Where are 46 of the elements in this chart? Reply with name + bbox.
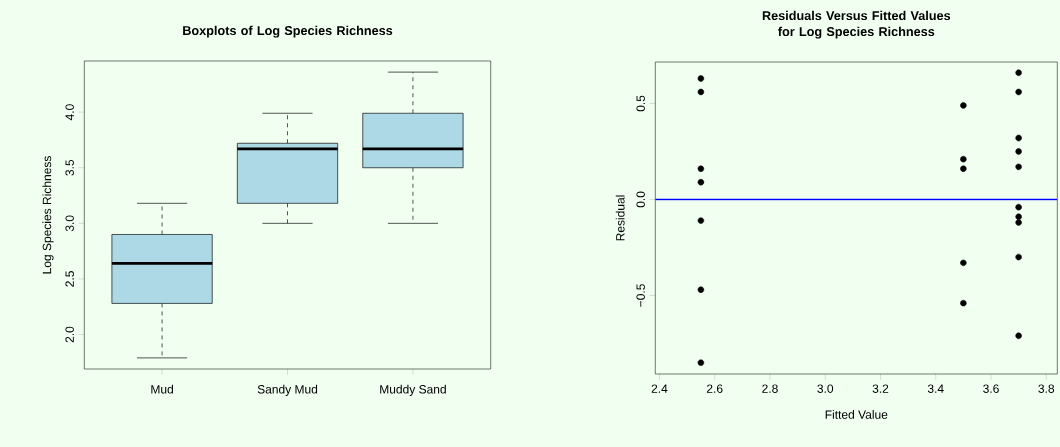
point [1015, 134, 1022, 142]
point [697, 88, 705, 96]
x-tick-label: 2.4 [651, 384, 668, 393]
x-tick-label: Sandy Mud [257, 384, 318, 396]
point [1015, 219, 1022, 226]
y-tick-label: 0.5 [636, 95, 645, 112]
x-tick-label: 3.8 [1038, 384, 1055, 393]
y-axis-title: Residual [615, 195, 625, 241]
point [1015, 332, 1022, 339]
x-tick-label: Muddy Sand [380, 384, 446, 396]
x-tick-label: 3.6 [983, 384, 999, 393]
chart-title: Boxplots of Log Species Richness [183, 25, 393, 38]
y-tick-label: 2.0 [65, 326, 74, 343]
point [697, 217, 705, 224]
x-tick-label: 3.4 [927, 384, 944, 393]
point [1015, 213, 1022, 220]
point [697, 75, 705, 82]
point [1015, 148, 1022, 155]
x-tick-label: 3.0 [817, 384, 834, 393]
point [960, 165, 967, 172]
point [960, 155, 967, 163]
y-tick-label: 0.0 [636, 191, 645, 208]
y-tick-label: 4.0 [65, 104, 74, 121]
point [1015, 69, 1022, 76]
x-tick-label: 2.6 [706, 384, 723, 393]
y-tick-label: 3.0 [65, 215, 74, 232]
point [697, 359, 705, 366]
y-tick-label: 2.5 [65, 271, 74, 287]
point [960, 259, 967, 267]
point [960, 299, 967, 307]
point [1015, 88, 1022, 96]
point [697, 178, 705, 186]
chart-title: Residuals Versus Fitted Values for Log Species Richness [762, 10, 951, 39]
point [1015, 253, 1022, 261]
point [1015, 203, 1022, 211]
x-tick-label: 2.8 [762, 384, 778, 393]
y-tick-label: 3.5 [65, 159, 74, 176]
point [1015, 163, 1022, 171]
point [697, 286, 705, 293]
y-tick-label: −0.5 [636, 284, 645, 307]
x-tick-label: 3.2 [872, 384, 889, 393]
x-axis-title: Fitted Value [825, 410, 888, 419]
point [960, 102, 967, 109]
x-tick-label: Mud [151, 384, 173, 394]
point [697, 165, 705, 172]
y-axis-title: Log Species Richness [42, 156, 54, 274]
